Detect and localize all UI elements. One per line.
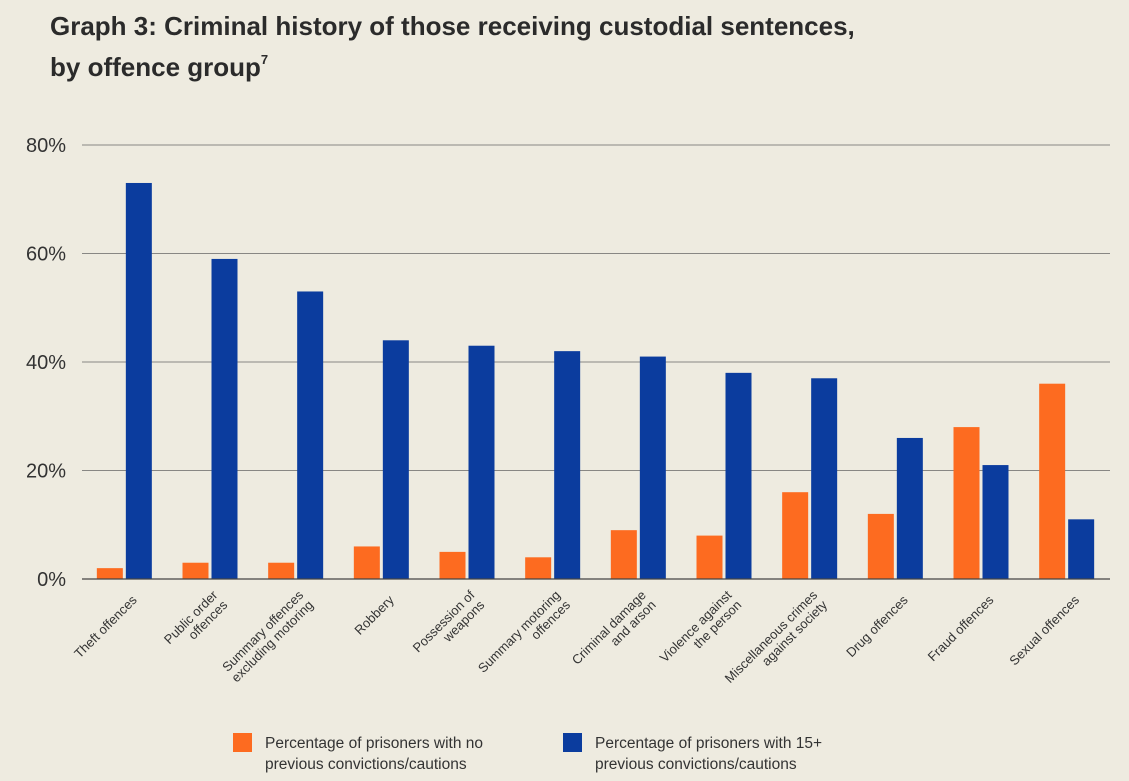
- legend-swatch-no-previous: [233, 733, 252, 752]
- bar-no-previous: [525, 557, 552, 579]
- bar-fifteen-plus: [982, 465, 1009, 579]
- bar-no-previous: [953, 427, 980, 579]
- legend-label-fifteen-plus-line1: Percentage of prisoners with 15+: [595, 735, 823, 752]
- chart-title-line1: Graph 3: Criminal history of those recei…: [50, 11, 855, 41]
- bar-no-previous: [696, 535, 723, 579]
- bar-fifteen-plus: [382, 340, 409, 579]
- legend-label-fifteen-plus-line2: previous convictions/cautions: [595, 756, 797, 773]
- bar-fifteen-plus: [554, 351, 581, 579]
- x-tick-label-line: Fraud offences: [925, 592, 997, 664]
- bar-fifteen-plus: [725, 372, 752, 579]
- x-tick-label: Summary motoringoffences: [475, 587, 573, 685]
- bar-no-previous: [439, 551, 466, 579]
- legend-swatch-fifteen-plus: [563, 733, 582, 752]
- x-tick-label-line: Robbery: [351, 592, 397, 638]
- bar-fifteen-plus: [297, 291, 324, 579]
- x-tick-label-line: Summary offences: [219, 587, 306, 674]
- x-tick-label: Theft offences: [71, 592, 140, 661]
- legend-label-no-previous-line2: previous convictions/cautions: [265, 756, 467, 773]
- x-tick-label: Sexual offences: [1006, 592, 1082, 668]
- bar-fifteen-plus: [211, 258, 238, 579]
- legend-label-fifteen-plus: Percentage of prisoners with 15+ previou…: [595, 733, 875, 775]
- bar-fifteen-plus: [811, 378, 838, 579]
- y-tick-label: 60%: [26, 244, 66, 266]
- x-tick-label-line: Summary motoring: [475, 587, 563, 675]
- chart-title: Graph 3: Criminal history of those recei…: [50, 10, 855, 84]
- x-tick-label: Fraud offences: [925, 592, 997, 664]
- x-tick-label-line: Drug offences: [843, 592, 911, 660]
- y-tick-label: 0%: [37, 569, 66, 591]
- bar-no-previous: [96, 568, 123, 579]
- x-tick-label: Summary offencesexcluding motoring: [218, 587, 316, 685]
- chart-title-line2: by offence group7: [50, 43, 855, 84]
- footnote-marker: 7: [260, 52, 269, 67]
- x-tick-label: Possession ofweapons: [410, 587, 488, 665]
- y-tick-label: 80%: [26, 135, 66, 157]
- y-tick-label: 20%: [26, 461, 66, 483]
- x-tick-label: Drug offences: [843, 592, 911, 660]
- bar-fifteen-plus: [639, 356, 666, 579]
- legend-label-no-previous: Percentage of prisoners with no previous…: [265, 733, 545, 775]
- legend-label-no-previous-line1: Percentage of prisoners with no: [265, 735, 483, 752]
- x-tick-label-line: Sexual offences: [1006, 592, 1082, 668]
- y-tick-label: 40%: [26, 352, 66, 374]
- bar-fifteen-plus: [125, 182, 152, 579]
- bar-fifteen-plus: [468, 345, 495, 579]
- bar-no-previous: [268, 562, 295, 579]
- bar-no-previous: [610, 530, 637, 579]
- x-tick-label: Violence againstthe person: [657, 587, 745, 675]
- bar-no-previous: [867, 513, 894, 579]
- chart-title-line2-text: by offence group: [50, 52, 261, 82]
- x-tick-label: Robbery: [351, 592, 397, 638]
- bar-no-previous: [353, 546, 380, 579]
- bar-fifteen-plus: [896, 437, 923, 579]
- bar-no-previous: [782, 492, 809, 579]
- bar-no-previous: [1039, 383, 1066, 579]
- bar-no-previous: [182, 562, 209, 579]
- x-tick-label: Public orderoffences: [161, 587, 231, 657]
- bar-fifteen-plus: [1068, 519, 1095, 579]
- x-tick-label: Criminal damageand arson: [569, 587, 659, 677]
- x-tick-label-line: Theft offences: [71, 592, 140, 661]
